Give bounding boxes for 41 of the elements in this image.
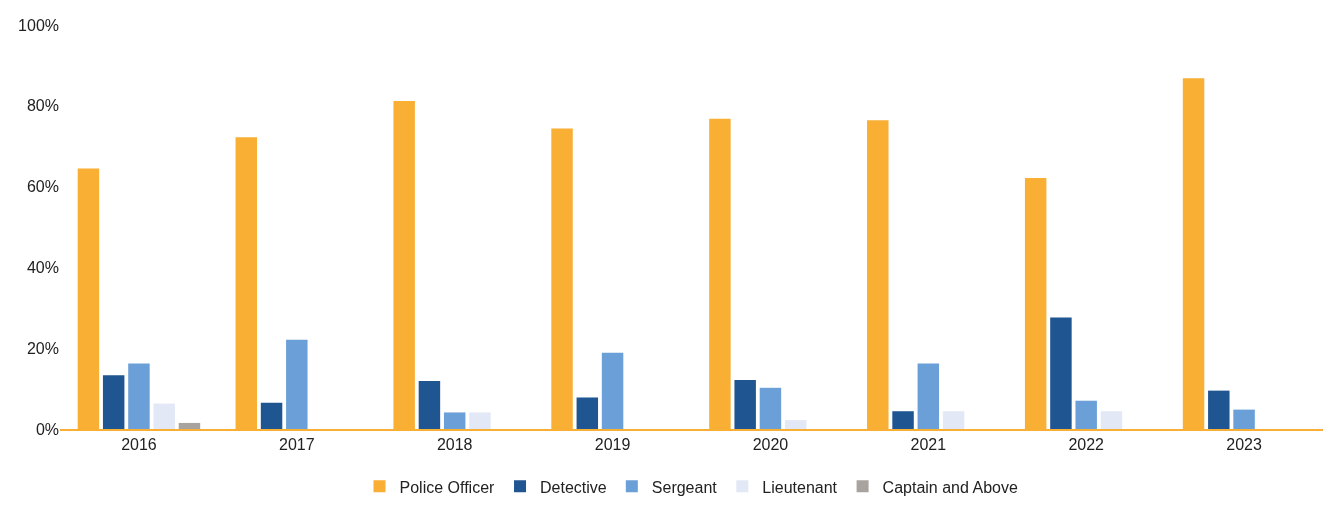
x-tick-label: 2020 bbox=[752, 436, 789, 454]
y-tick-label: 100% bbox=[18, 16, 59, 34]
bar bbox=[601, 352, 624, 429]
bar bbox=[734, 380, 756, 429]
legend-label: Detective bbox=[540, 478, 607, 496]
bar bbox=[917, 363, 940, 429]
x-tick-label: 2022 bbox=[1068, 436, 1105, 454]
bar bbox=[1233, 409, 1255, 429]
x-tick-label: 2018 bbox=[436, 436, 473, 454]
x-tick-label: 2016 bbox=[121, 436, 157, 454]
bar bbox=[942, 411, 965, 429]
x-tick-label: 2017 bbox=[279, 436, 315, 454]
x-tick-label: 2019 bbox=[594, 436, 631, 454]
bar bbox=[178, 422, 201, 429]
x-tick-label: 2023 bbox=[1226, 436, 1262, 454]
bar bbox=[443, 412, 466, 429]
bar bbox=[418, 380, 441, 429]
bar bbox=[260, 402, 283, 429]
bar bbox=[759, 387, 782, 429]
bar bbox=[1075, 400, 1097, 429]
y-tick-label: 0% bbox=[35, 420, 59, 438]
bar bbox=[892, 411, 914, 429]
legend-label: Lieutenant bbox=[762, 478, 838, 496]
y-tick-label: 20% bbox=[26, 339, 59, 357]
bar bbox=[784, 420, 807, 429]
legend-label: Sergeant bbox=[651, 478, 718, 496]
legend-label: Captain and Above bbox=[882, 478, 1018, 496]
bar bbox=[128, 363, 150, 429]
x-tick-label: 2021 bbox=[910, 436, 947, 454]
y-tick-label: 80% bbox=[26, 97, 59, 115]
bar bbox=[1100, 411, 1123, 429]
bar bbox=[286, 339, 308, 429]
legend-label: Police Officer bbox=[399, 478, 496, 496]
bar bbox=[153, 403, 175, 429]
y-tick-label: 60% bbox=[26, 178, 59, 196]
bar bbox=[576, 397, 599, 429]
bar bbox=[1050, 317, 1072, 429]
y-tick-label: 40% bbox=[26, 259, 59, 276]
bar bbox=[1208, 390, 1230, 429]
bar bbox=[469, 412, 491, 429]
bar bbox=[102, 375, 125, 429]
